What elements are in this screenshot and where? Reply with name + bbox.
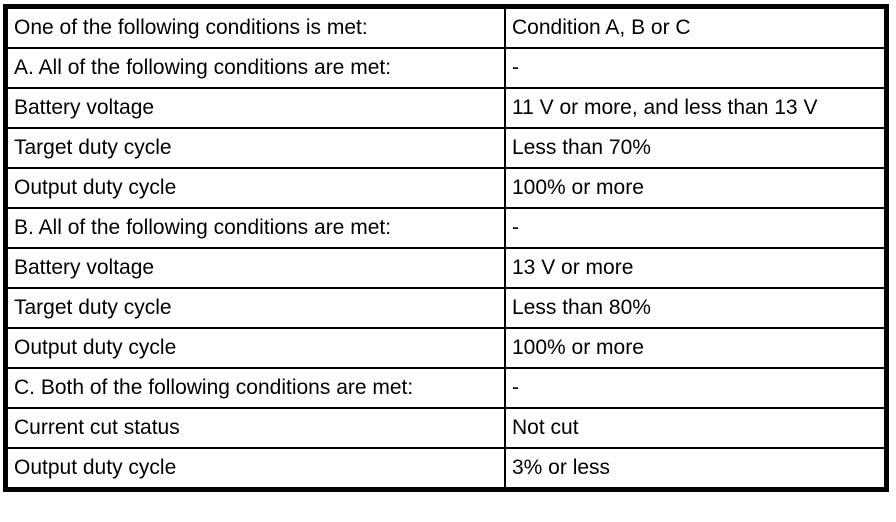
value-cell: Not cut — [504, 407, 888, 449]
value-cell: 13 V or more — [504, 247, 888, 289]
table-row: A. All of the following conditions are m… — [4, 47, 888, 89]
value-cell: Condition A, B or C — [504, 5, 888, 49]
table-row: C. Both of the following conditions are … — [4, 367, 888, 409]
table-row: Output duty cycle 3% or less — [4, 447, 888, 491]
condition-cell: B. All of the following conditions are m… — [4, 207, 506, 249]
value-cell: 100% or more — [504, 327, 888, 369]
table-row: Output duty cycle 100% or more — [4, 327, 888, 369]
condition-cell: Current cut status — [4, 407, 506, 449]
condition-cell: Battery voltage — [4, 247, 506, 289]
table-row: Current cut status Not cut — [4, 407, 888, 449]
value-cell: Less than 70% — [504, 127, 888, 169]
value-cell: - — [504, 207, 888, 249]
table-row: Target duty cycle Less than 70% — [4, 127, 888, 169]
condition-cell: Output duty cycle — [4, 447, 506, 491]
condition-cell: One of the following conditions is met: — [4, 5, 506, 49]
condition-cell: C. Both of the following conditions are … — [4, 367, 506, 409]
value-cell: 100% or more — [504, 167, 888, 209]
value-cell: 11 V or more, and less than 13 V — [504, 87, 888, 129]
condition-cell: Battery voltage — [4, 87, 506, 129]
condition-cell: A. All of the following conditions are m… — [4, 47, 506, 89]
condition-table-body: One of the following conditions is met: … — [4, 5, 888, 491]
table-row: Battery voltage 13 V or more — [4, 247, 888, 289]
condition-cell: Target duty cycle — [4, 287, 506, 329]
table-row: Output duty cycle 100% or more — [4, 167, 888, 209]
table-row: Battery voltage 11 V or more, and less t… — [4, 87, 888, 129]
condition-table: One of the following conditions is met: … — [3, 4, 889, 492]
condition-cell: Output duty cycle — [4, 327, 506, 369]
value-cell: - — [504, 47, 888, 89]
table-row: One of the following conditions is met: … — [4, 5, 888, 49]
condition-cell: Target duty cycle — [4, 127, 506, 169]
value-cell: Less than 80% — [504, 287, 888, 329]
table-row: Target duty cycle Less than 80% — [4, 287, 888, 329]
table-row: B. All of the following conditions are m… — [4, 207, 888, 249]
value-cell: - — [504, 367, 888, 409]
condition-table-container: One of the following conditions is met: … — [3, 4, 889, 492]
condition-cell: Output duty cycle — [4, 167, 506, 209]
value-cell: 3% or less — [504, 447, 888, 491]
